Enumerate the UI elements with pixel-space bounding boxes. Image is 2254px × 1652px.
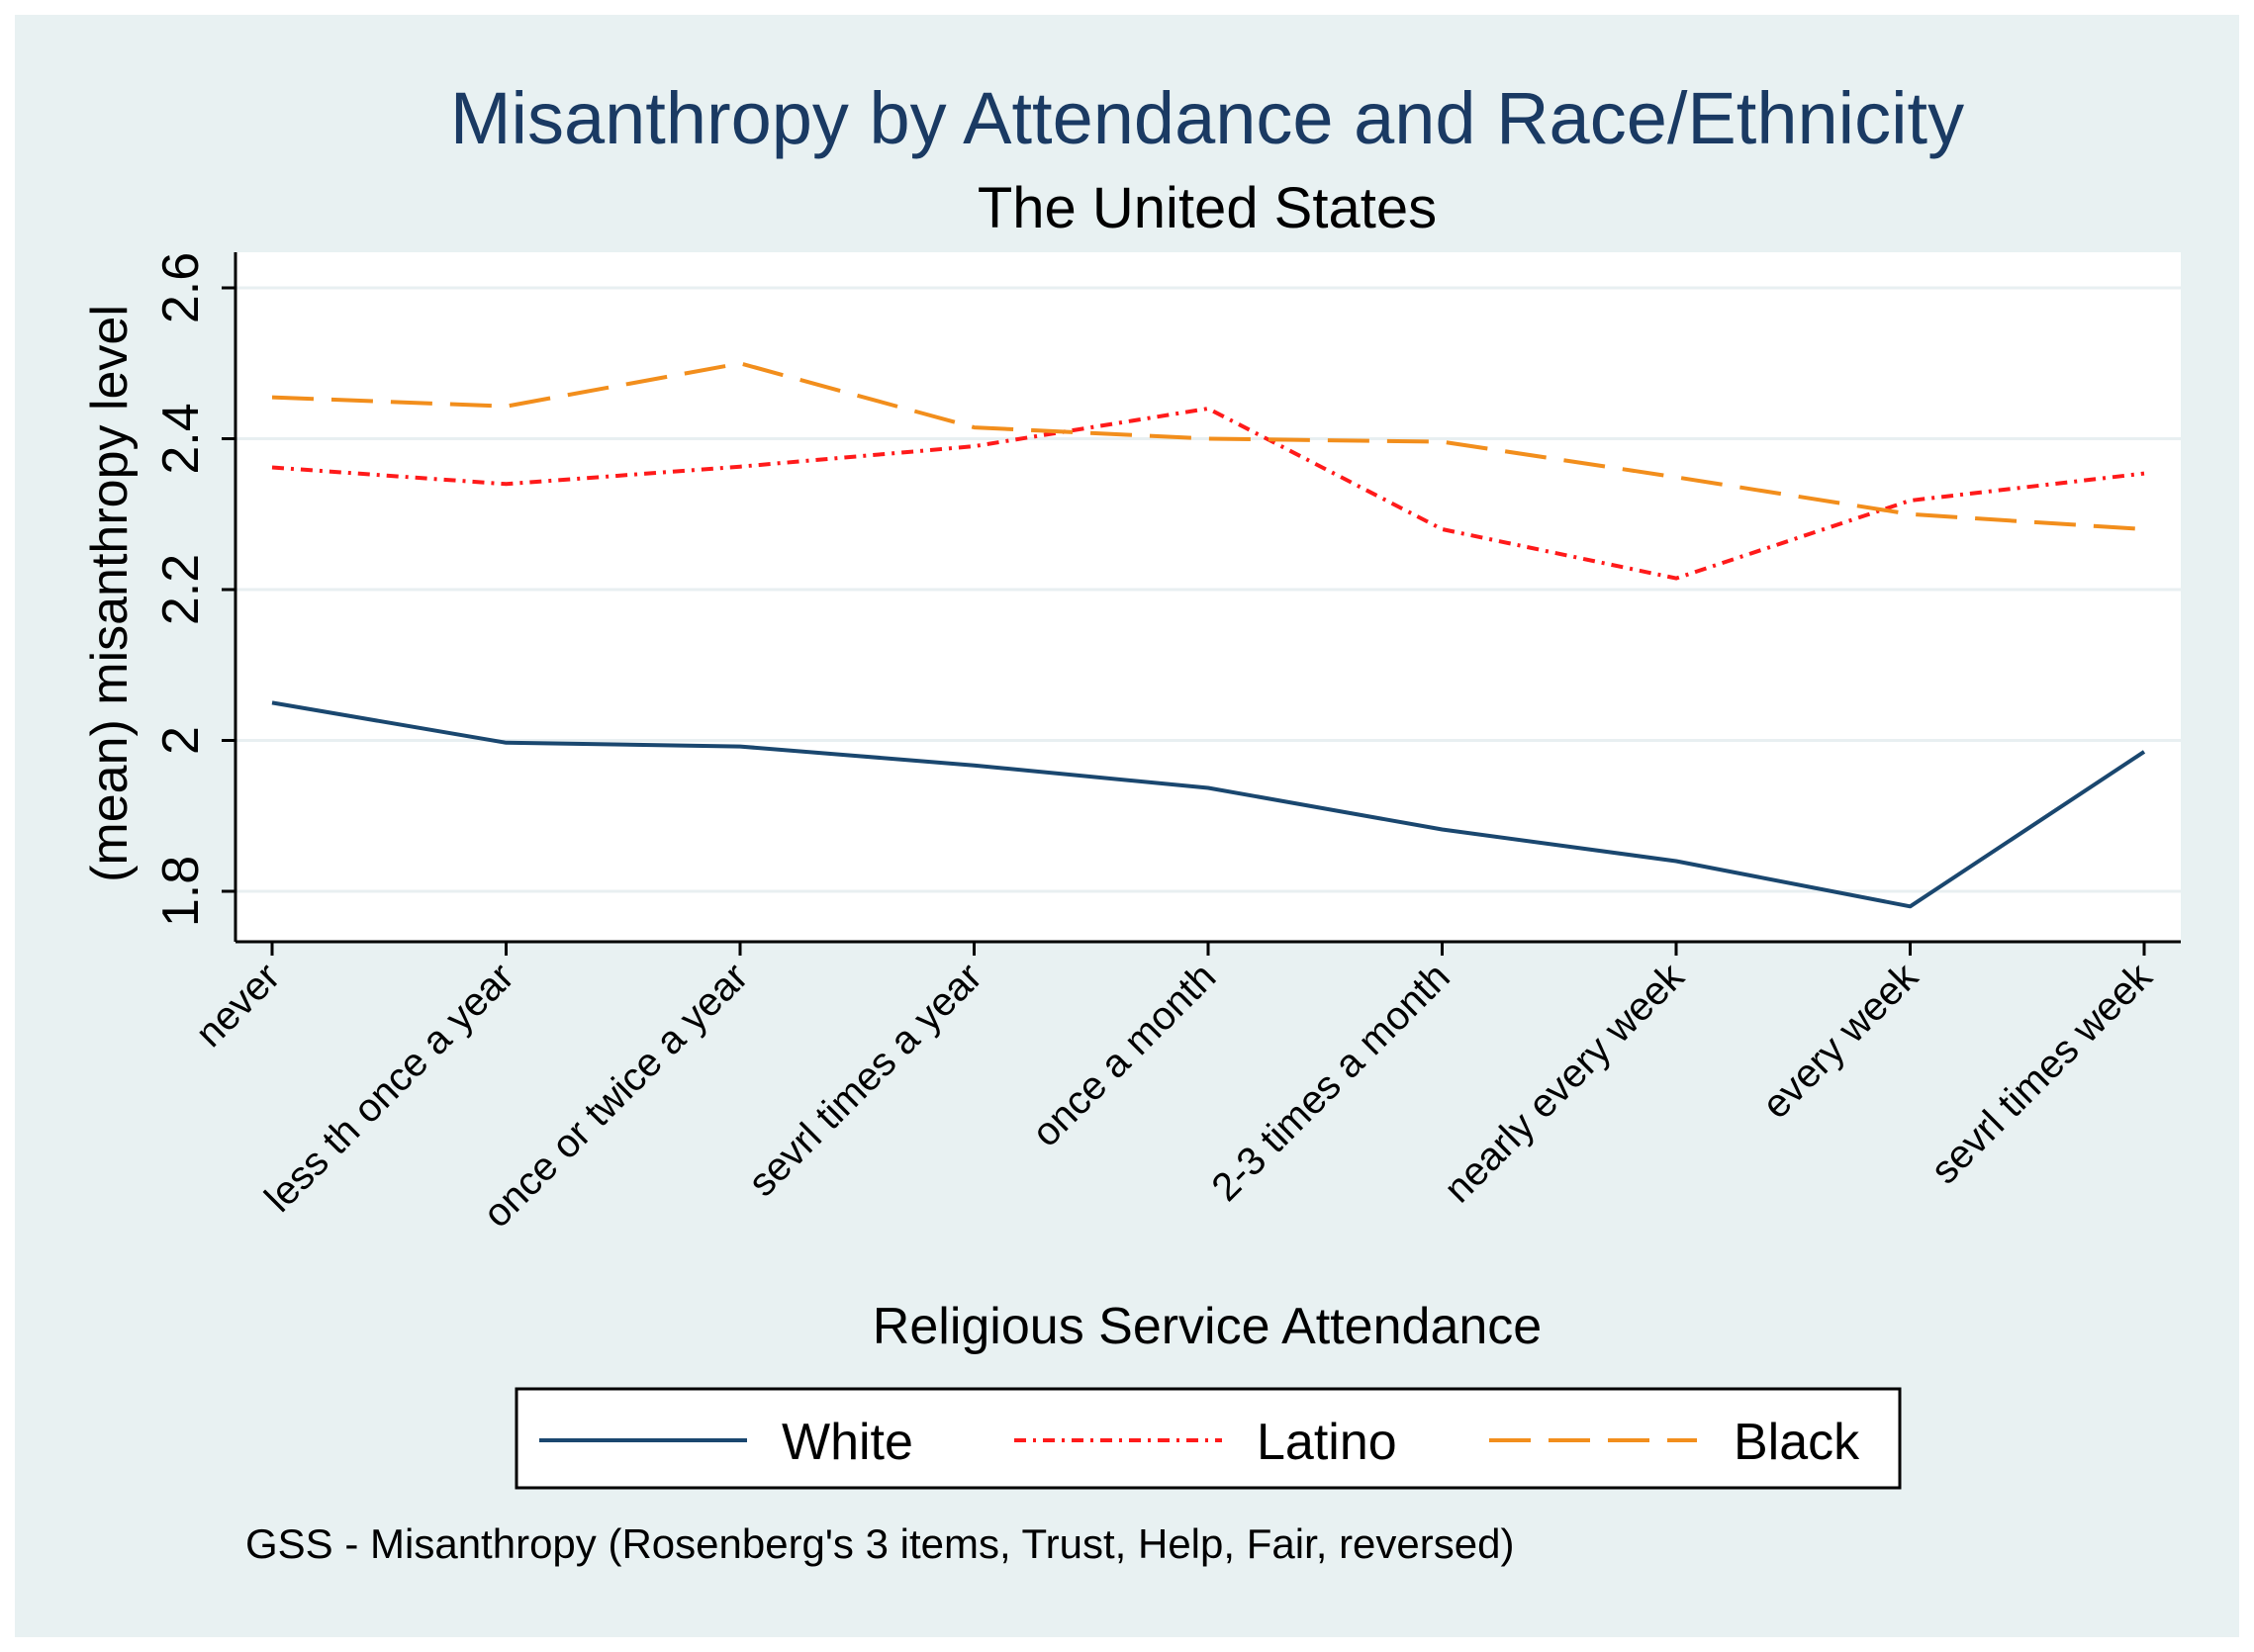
series-line-latino [271, 407, 2145, 581]
y-tick-label: 2 [152, 726, 210, 755]
legend-label-white: White [782, 1414, 913, 1471]
y-ticks: 1.8 2 2.2 2.4 2.6 [152, 252, 235, 927]
y-axis-label: (mean) misanthropy level [81, 305, 139, 882]
y-tick-label: 2.2 [152, 554, 210, 625]
chart-title: Misanthropy by Attendance and Race/Ethni… [450, 77, 1964, 159]
chart-subtitle: The United States [978, 176, 1437, 240]
x-axis-label: Religious Service Attendance [873, 1298, 1542, 1355]
series-line-white [271, 700, 2146, 909]
plot-background [235, 252, 2181, 942]
legend-label-black: Black [1734, 1414, 1860, 1471]
series-line-black [271, 361, 2145, 531]
legend-label-latino: Latino [1257, 1414, 1397, 1471]
y-tick-label: 2.6 [152, 252, 210, 323]
legend: White Latino Black [515, 1387, 1902, 1490]
y-tick-label: 1.8 [152, 856, 210, 927]
footnote: GSS - Misanthropy (Rosenberg's 3 items, … [245, 1520, 1514, 1567]
gridlines [235, 286, 2181, 893]
y-tick-label: 2.4 [152, 403, 210, 474]
series-lines [271, 361, 2146, 909]
